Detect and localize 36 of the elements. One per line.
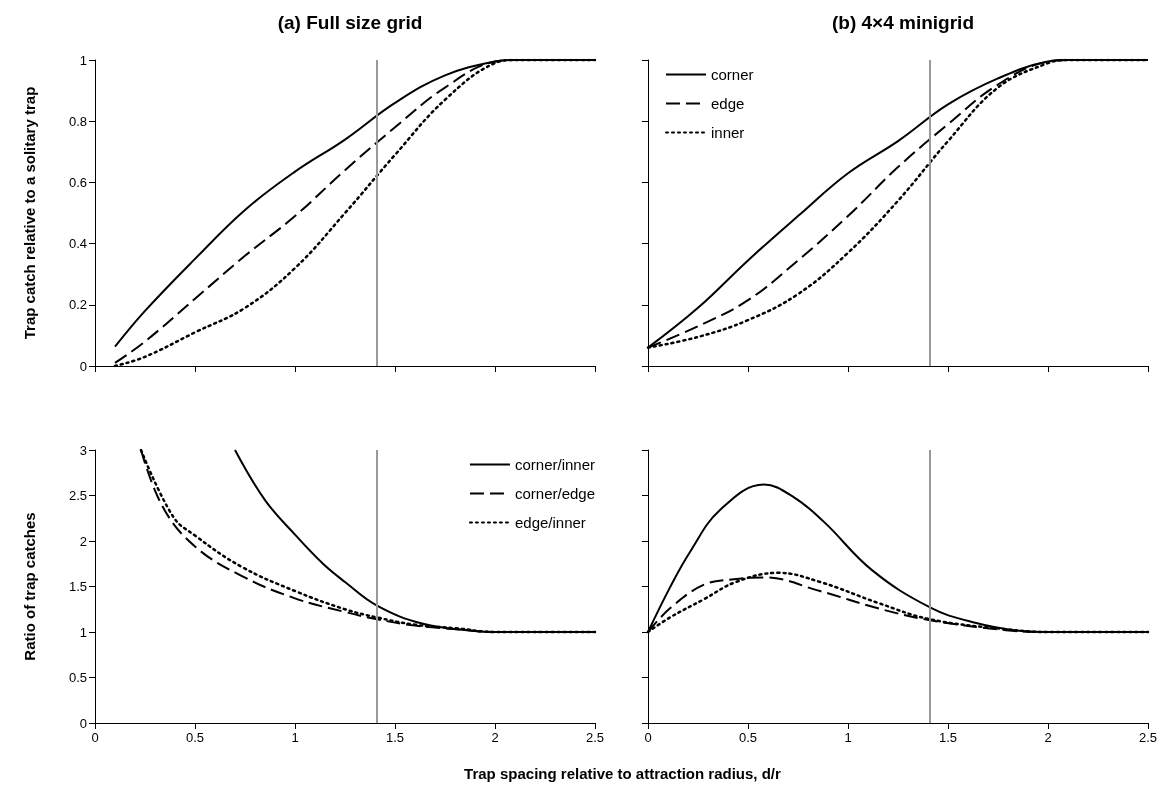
x-axis-title: Trap spacing relative to attraction radius, d/r (463, 765, 782, 782)
x-tick-label: 1.5 (938, 730, 958, 745)
x-tick-label: 0 (91, 730, 99, 745)
y-tick-label: 2 (79, 533, 87, 549)
legend-label: corner (711, 66, 754, 83)
y-axis-title: Trap catch relative to a solitary trap (21, 86, 38, 340)
y-tick-label: 0 (79, 358, 87, 374)
y-tick-label: 1.5 (68, 579, 87, 594)
x-tick-label: 2 (491, 730, 499, 745)
y-tick-label: 0.5 (68, 670, 87, 685)
y-tick-label: 0.2 (68, 297, 87, 313)
legend-label: inner (711, 124, 745, 141)
x-tick-label: 1 (291, 730, 299, 745)
x-tick-label: 2.5 (585, 730, 605, 745)
y-tick-label: 0.6 (68, 174, 87, 190)
legend-label: edge (711, 95, 745, 112)
x-tick-label: 1.5 (385, 730, 405, 745)
x-tick-label: 0.5 (185, 730, 205, 745)
chart-title: (b) 4×4 minigrid (832, 12, 974, 33)
legend-label: corner/inner (514, 456, 595, 473)
x-tick-label: 2.5 (1138, 730, 1158, 745)
y-tick-label: 2.5 (68, 488, 87, 503)
x-tick-label: 0.5 (738, 730, 758, 745)
y-axis-title: Ratio of trap catches (21, 512, 38, 661)
x-tick-label: 0 (644, 730, 652, 745)
y-tick-label: 0 (79, 715, 87, 731)
legend-label: edge/inner (514, 514, 586, 531)
chart-title: (a) Full size grid (277, 12, 423, 33)
x-tick-label: 1 (844, 730, 852, 745)
x-tick-label: 2 (1044, 730, 1052, 745)
y-tick-label: 3 (79, 442, 87, 458)
y-tick-label: 0.4 (68, 236, 87, 252)
y-tick-label: 0.8 (68, 113, 87, 129)
y-tick-label: 1 (79, 624, 87, 640)
legend-label: corner/edge (514, 485, 596, 502)
y-tick-label: 1 (79, 52, 87, 68)
